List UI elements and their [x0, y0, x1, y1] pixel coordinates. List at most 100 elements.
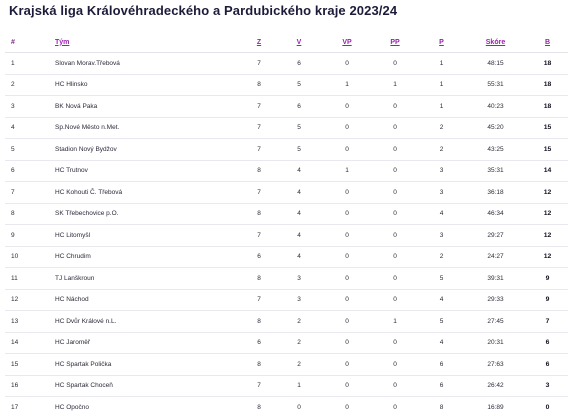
cell-wins: 3: [275, 267, 323, 290]
cell-rank: 7: [5, 181, 55, 204]
cell-score: 26:42: [464, 375, 527, 397]
col-header-score[interactable]: Skóre: [464, 32, 527, 53]
table-row: 9 HC Litomyšl 7 4 0 0 3 29:27 12: [5, 224, 568, 247]
cell-played: 6: [243, 332, 275, 354]
cell-points: 12: [527, 246, 568, 268]
cell-losses: 4: [419, 332, 464, 354]
cell-ot-losses: 1: [371, 74, 419, 96]
cell-losses: 4: [419, 289, 464, 311]
cell-team-name[interactable]: HC Chrudim: [55, 246, 243, 268]
col-header-team[interactable]: Tým: [55, 32, 243, 53]
cell-points: 7: [527, 310, 568, 333]
cell-ot-losses: 0: [371, 246, 419, 268]
cell-team-name[interactable]: Sp.Nové Město n.Met.: [55, 117, 243, 139]
cell-team-name[interactable]: HC Kohouti Č. Třebová: [55, 181, 243, 204]
cell-team-name[interactable]: Stadion Nový Bydžov: [55, 138, 243, 161]
cell-wins: 5: [275, 117, 323, 139]
cell-team-name[interactable]: Slovan Morav.Třebová: [55, 52, 243, 75]
cell-team-name[interactable]: HC Trutnov: [55, 160, 243, 182]
standings-table: # Tým Z V VP PP P Skóre B 1 Slovan Morav.…: [5, 32, 568, 417]
table-row: 14 HC Jaroměř 6 2 0 0 4 20:31 6: [5, 332, 568, 354]
cell-score: 35:31: [464, 160, 527, 182]
cell-score: 20:31: [464, 332, 527, 354]
cell-ot-wins: 1: [323, 74, 371, 96]
cell-ot-wins: 0: [323, 95, 371, 118]
cell-losses: 1: [419, 74, 464, 96]
col-header-played[interactable]: Z: [243, 32, 275, 53]
cell-played: 7: [243, 117, 275, 139]
col-header-ot-losses[interactable]: PP: [371, 32, 419, 53]
cell-team-name[interactable]: HC Spartak Choceň: [55, 375, 243, 397]
cell-score: 16:89: [464, 396, 527, 417]
cell-played: 8: [243, 267, 275, 290]
cell-ot-losses: 0: [371, 289, 419, 311]
cell-wins: 5: [275, 138, 323, 161]
cell-played: 6: [243, 246, 275, 268]
cell-ot-losses: 0: [371, 95, 419, 118]
cell-rank: 15: [5, 353, 55, 376]
cell-team-name[interactable]: HC Náchod: [55, 289, 243, 311]
cell-losses: 5: [419, 310, 464, 333]
cell-losses: 3: [419, 181, 464, 204]
table-row: 15 HC Spartak Polička 8 2 0 0 6 27:63 6: [5, 353, 568, 376]
cell-played: 7: [243, 95, 275, 118]
cell-score: 43:25: [464, 138, 527, 161]
cell-team-name[interactable]: HC Litomyšl: [55, 224, 243, 247]
cell-score: 27:45: [464, 310, 527, 333]
table-row: 3 BK Nová Paka 7 6 0 0 1 40:23 18: [5, 95, 568, 118]
cell-score: 36:18: [464, 181, 527, 204]
cell-points: 12: [527, 203, 568, 225]
cell-ot-losses: 0: [371, 138, 419, 161]
cell-wins: 2: [275, 353, 323, 376]
cell-points: 15: [527, 117, 568, 139]
cell-team-name[interactable]: HC Spartak Polička: [55, 353, 243, 376]
cell-rank: 2: [5, 74, 55, 96]
cell-losses: 2: [419, 246, 464, 268]
cell-losses: 8: [419, 396, 464, 417]
cell-ot-wins: 0: [323, 310, 371, 333]
table-row: 11 TJ Lanškroun 8 3 0 0 5 39:31 9: [5, 267, 568, 290]
cell-played: 7: [243, 52, 275, 75]
cell-played: 7: [243, 224, 275, 247]
cell-points: 18: [527, 74, 568, 96]
cell-points: 18: [527, 52, 568, 75]
cell-losses: 1: [419, 95, 464, 118]
cell-rank: 10: [5, 246, 55, 268]
cell-points: 18: [527, 95, 568, 118]
col-header-ot-wins[interactable]: VP: [323, 32, 371, 53]
cell-score: 39:31: [464, 267, 527, 290]
cell-team-name[interactable]: BK Nová Paka: [55, 95, 243, 118]
col-header-losses[interactable]: P: [419, 32, 464, 53]
cell-rank: 14: [5, 332, 55, 354]
cell-played: 8: [243, 74, 275, 96]
cell-ot-wins: 0: [323, 246, 371, 268]
cell-losses: 2: [419, 138, 464, 161]
cell-team-name[interactable]: HC Jaroměř: [55, 332, 243, 354]
cell-wins: 2: [275, 310, 323, 333]
cell-wins: 4: [275, 224, 323, 247]
cell-team-name[interactable]: HC Opočno: [55, 396, 243, 417]
cell-losses: 3: [419, 224, 464, 247]
table-row: 1 Slovan Morav.Třebová 7 6 0 0 1 48:15 18: [5, 52, 568, 75]
table-header-row: # Tým Z V VP PP P Skóre B: [5, 32, 568, 53]
cell-ot-losses: 0: [371, 52, 419, 75]
cell-ot-losses: 0: [371, 224, 419, 247]
cell-ot-losses: 0: [371, 353, 419, 376]
cell-team-name[interactable]: HC Dvůr Králové n.L.: [55, 310, 243, 333]
cell-team-name[interactable]: SK Třebechovice p.O.: [55, 203, 243, 225]
cell-played: 8: [243, 310, 275, 333]
cell-played: 8: [243, 203, 275, 225]
cell-points: 9: [527, 289, 568, 311]
cell-team-name[interactable]: HC Hlinsko: [55, 74, 243, 96]
table-row: 13 HC Dvůr Králové n.L. 8 2 0 1 5 27:45 7: [5, 310, 568, 333]
cell-ot-wins: 0: [323, 52, 371, 75]
cell-losses: 3: [419, 160, 464, 182]
col-header-wins[interactable]: V: [275, 32, 323, 53]
cell-score: 24:27: [464, 246, 527, 268]
cell-wins: 4: [275, 181, 323, 204]
cell-team-name[interactable]: TJ Lanškroun: [55, 267, 243, 290]
cell-score: 27:63: [464, 353, 527, 376]
cell-rank: 3: [5, 95, 55, 118]
cell-wins: 6: [275, 52, 323, 75]
col-header-points[interactable]: B: [527, 32, 568, 53]
